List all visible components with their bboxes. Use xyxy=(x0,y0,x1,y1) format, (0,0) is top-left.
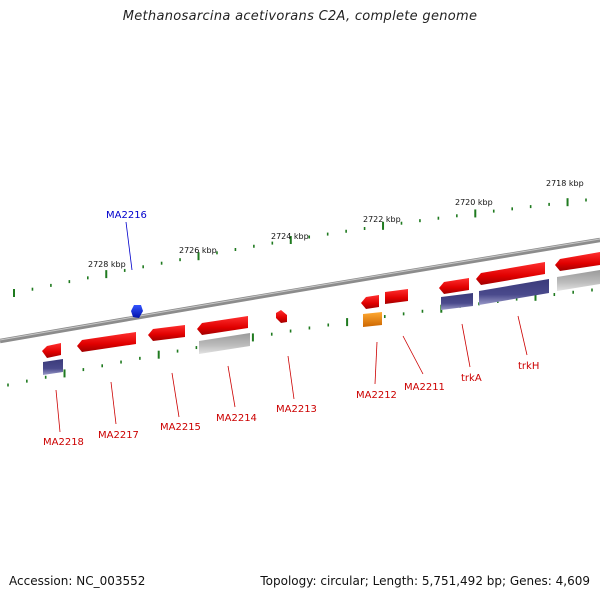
feature-bar-purple[interactable] xyxy=(441,293,473,310)
scale-label-2722: 2722 kbp xyxy=(363,215,401,224)
scale-label-2724: 2724 kbp xyxy=(271,232,309,241)
label-line-ma2211 xyxy=(402,335,424,375)
label-line-trka xyxy=(461,323,471,368)
gene-arrow-ma2217[interactable] xyxy=(77,332,136,352)
scale-label-2720: 2720 kbp xyxy=(455,198,493,207)
gene-arrow-ma2213[interactable] xyxy=(276,310,287,323)
scale-label-2728: 2728 kbp xyxy=(88,260,126,269)
gene-arrow-ma2215[interactable] xyxy=(148,325,185,341)
gene-arrow-ma2212[interactable] xyxy=(361,295,379,309)
gene-label-ma2215[interactable]: MA2215 xyxy=(160,422,201,433)
gene-label-trka[interactable]: trkA xyxy=(461,373,482,384)
label-line-ma2212 xyxy=(374,341,378,385)
gene-arrow-trkh[interactable] xyxy=(476,262,545,285)
gene-orange-box[interactable] xyxy=(363,312,382,327)
gene-arrow-edge[interactable] xyxy=(555,252,600,271)
gene-arrow-trka[interactable] xyxy=(439,278,469,294)
label-line-ma2213 xyxy=(287,355,295,400)
gene-arrow-ma2211[interactable] xyxy=(385,289,408,304)
gene-label-trkh[interactable]: trkH xyxy=(518,361,539,372)
label-line-ma2214 xyxy=(227,365,236,408)
label-line-trkh xyxy=(517,315,528,356)
genome-summary-text: Topology: circular; Length: 5,751,492 bp… xyxy=(260,574,590,588)
scale-label-2726: 2726 kbp xyxy=(179,246,217,255)
feature-bar-purple[interactable] xyxy=(479,279,549,305)
feature-bar-purple[interactable] xyxy=(43,359,63,375)
gene-arrow-ma2216[interactable] xyxy=(131,305,143,318)
gene-label-ma2218[interactable]: MA2218 xyxy=(43,437,84,448)
feature-bar-gray[interactable] xyxy=(199,333,250,354)
accession-text: Accession: NC_003552 xyxy=(9,574,146,588)
scale-label-2718: 2718 kbp xyxy=(546,179,584,188)
tick-marks xyxy=(7,198,593,387)
label-line-ma2218 xyxy=(55,389,61,433)
map-title: Methanosarcina acetivorans C2A, complete… xyxy=(122,9,478,24)
gene-label-ma2211[interactable]: MA2211 xyxy=(404,382,445,393)
gene-label-ma2212[interactable]: MA2212 xyxy=(356,390,397,401)
genome-backbone xyxy=(0,237,600,344)
gene-label-ma2216[interactable]: MA2216 xyxy=(106,210,147,221)
feature-bar-gray[interactable] xyxy=(557,270,600,291)
gene-label-ma2213[interactable]: MA2213 xyxy=(276,404,317,415)
label-line-ma2215 xyxy=(171,372,180,418)
gene-arrow-ma2214[interactable] xyxy=(197,316,248,335)
gene-arrow-ma2218[interactable] xyxy=(42,343,61,358)
gene-label-ma2217[interactable]: MA2217 xyxy=(98,430,139,441)
label-line-ma2217 xyxy=(110,381,117,425)
gene-label-ma2214[interactable]: MA2214 xyxy=(216,413,257,424)
label-line-ma2216 xyxy=(125,221,133,271)
